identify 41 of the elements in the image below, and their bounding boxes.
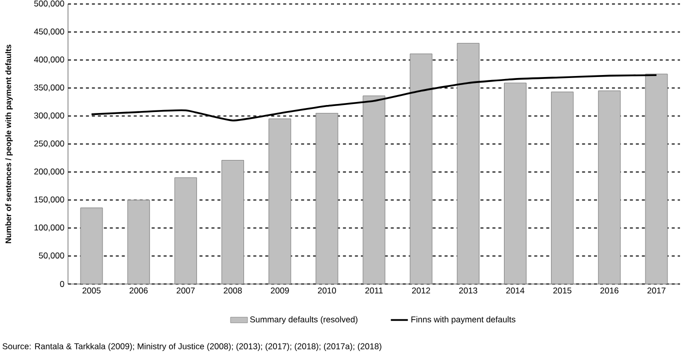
x-tick-label: 2007 [176,288,195,294]
source-note: Source: Rantala & Tarkkala (2009); Ministry of Justice (2008); (2013); (2017); (2018); (2017a); (2018) [2,343,382,351]
x-tick-label: 2016 [600,288,618,294]
bar [222,160,244,284]
x-tick-label: 2005 [82,288,101,294]
x-tick-label: 2012 [412,288,430,294]
bar [504,82,526,284]
x-tick-label: 2008 [224,288,242,294]
x-tick-label: 2015 [553,288,572,294]
y-tick-label: 200,000 [34,168,64,176]
y-tick-label: 500,000 [34,0,64,8]
bar [362,96,386,284]
bar [551,92,574,284]
bar [410,54,432,284]
bar [174,177,197,284]
y-tick-label: 350,000 [34,84,64,92]
x-tick-label: 2014 [506,288,524,294]
y-tick-label: 50,000 [38,252,64,260]
y-tick-label: 100,000 [34,224,64,232]
x-tick-label: 2009 [270,288,289,294]
bar [80,208,103,284]
y-tick-label: 450,000 [34,28,64,36]
y-tick-label: 0 [60,281,64,287]
x-tick-label: 2006 [130,288,148,294]
y-tick-label: 300,000 [34,112,64,120]
y-tick-label: 400,000 [34,56,64,64]
legend-label: Summary defaults (resolved) [250,316,358,324]
x-tick-label: 2011 [365,288,383,294]
bar [645,74,668,284]
bar [268,118,292,284]
x-tick-label: 2010 [318,288,336,294]
x-tick-label: 2013 [459,288,478,294]
bar [598,90,621,284]
bar [316,112,338,284]
y-tick-label: 150,000 [34,196,64,204]
bar [456,42,480,284]
x-tick-label: 2017 [647,288,666,294]
legend-label: Finns with payment defaults [411,316,516,324]
line-series [90,74,658,122]
y-tick-label: 250,000 [34,140,64,148]
bar [127,200,150,284]
